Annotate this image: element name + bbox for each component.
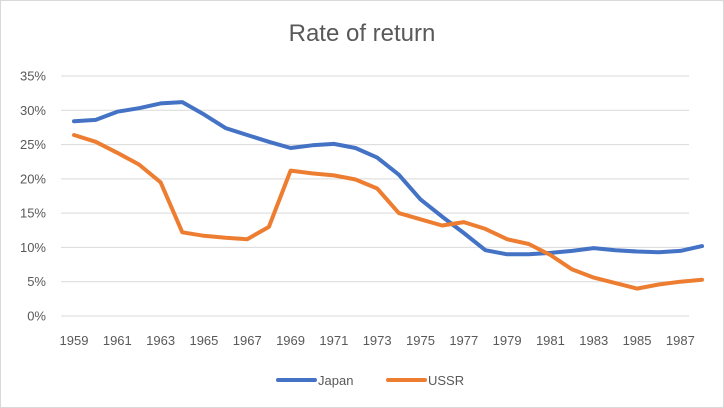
y-tick-label: 15%: [20, 206, 46, 221]
x-tick-label: 1961: [103, 333, 132, 348]
y-tick-label: 30%: [20, 103, 46, 118]
x-tick-label: 1973: [363, 333, 392, 348]
x-tick-label: 1963: [146, 333, 175, 348]
x-tick-label: 1987: [666, 333, 695, 348]
x-axis-tick-labels: 1959 1961 1963 1965 1967 1969 1971 1973 1975 1977…: [60, 333, 695, 348]
y-tick-label: 35%: [20, 69, 46, 84]
y-tick-label: 0%: [27, 309, 46, 324]
chart-title: Rate of return: [289, 20, 436, 47]
x-tick-label: 1969: [276, 333, 305, 348]
x-tick-label: 1985: [623, 333, 652, 348]
x-tick-label: 1979: [493, 333, 522, 348]
x-tick-label: 1977: [449, 333, 478, 348]
x-tick-label: 1975: [406, 333, 435, 348]
x-tick-label: 1959: [60, 333, 89, 348]
legend-label-japan: Japan: [318, 373, 353, 388]
legend-label-ussr: USSR: [428, 373, 464, 388]
y-tick-label: 20%: [20, 171, 46, 186]
x-tick-label: 1971: [319, 333, 348, 348]
y-axis-tick-labels: 0% 5% 10% 15% 20% 25% 30% 35%: [20, 69, 46, 324]
legend: Japan USSR: [276, 373, 464, 388]
y-tick-label: 5%: [27, 274, 46, 289]
series-line-ussr: [72, 133, 704, 291]
x-tick-label: 1983: [579, 333, 608, 348]
gridlines: [61, 75, 689, 317]
series-lines: [72, 100, 704, 291]
x-tick-label: 1967: [233, 333, 262, 348]
y-tick-label: 25%: [20, 137, 46, 152]
y-tick-label: 10%: [20, 240, 46, 255]
x-tick-label: 1981: [536, 333, 565, 348]
x-tick-label: 1965: [189, 333, 218, 348]
series-line-japan: [72, 100, 704, 257]
